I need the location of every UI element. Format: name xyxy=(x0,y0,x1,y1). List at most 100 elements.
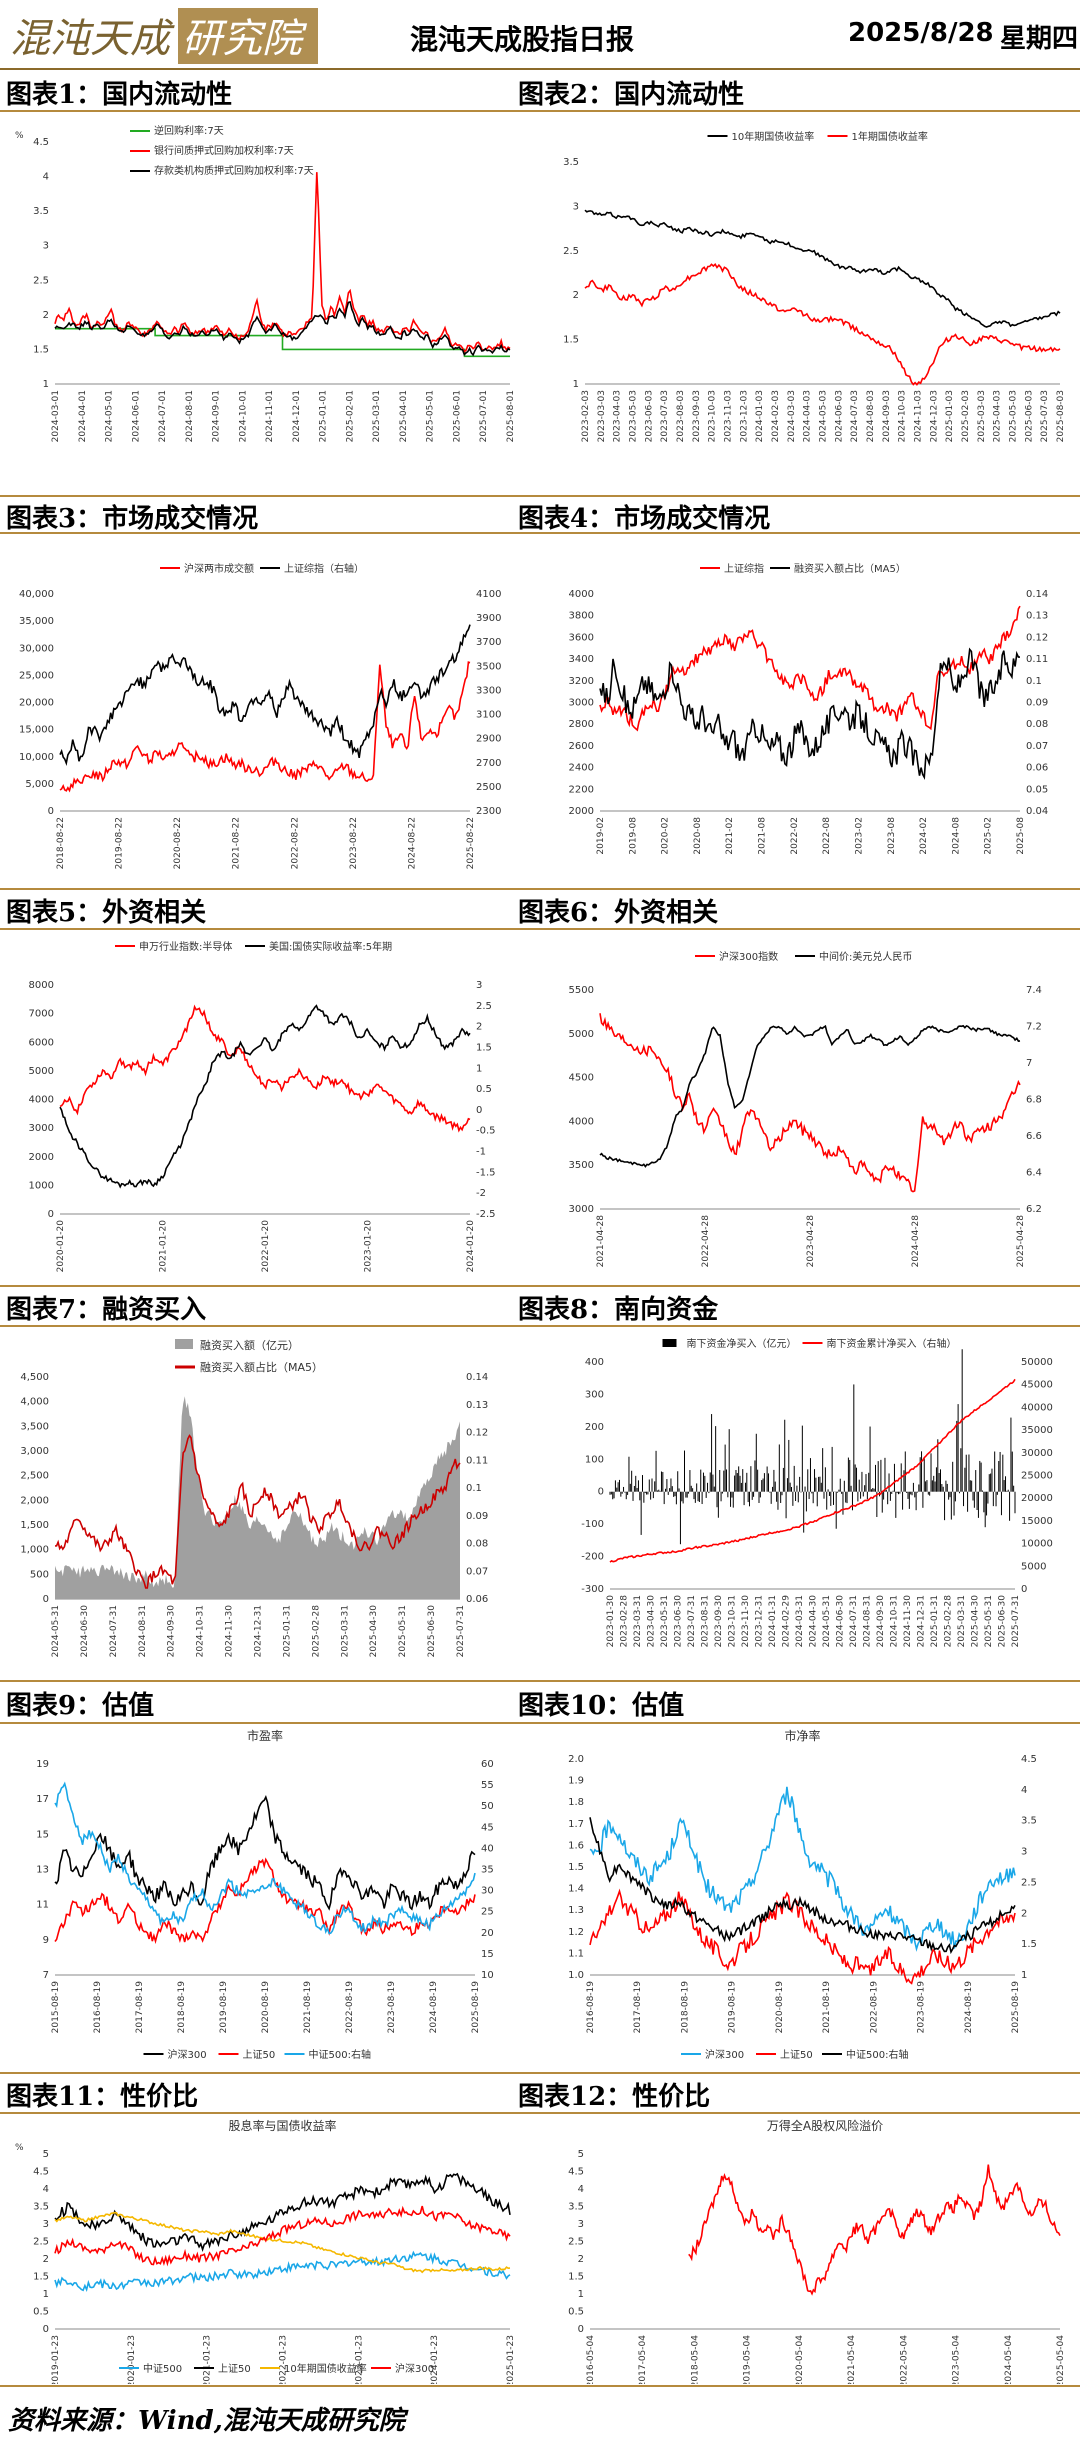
y-tick-label: 2 xyxy=(43,310,49,321)
x-tick-label: 2024-05-03 xyxy=(819,390,829,442)
x-tick-label: 2024-09-30 xyxy=(167,1605,177,1658)
x-tick-label: 2024-08-01 xyxy=(185,390,195,442)
y2-tick-label: 0.07 xyxy=(466,1566,488,1577)
y-tick-label: 4000 xyxy=(569,1116,594,1127)
x-tick-label: 2024-10-31 xyxy=(196,1605,206,1657)
y2-tick-label: 7.2 xyxy=(1026,1022,1042,1033)
legend-swatch xyxy=(175,1339,193,1349)
y-tick-label: 5000 xyxy=(569,1029,594,1040)
legend-label: 美国:国债实际收益率:5年期 xyxy=(269,940,392,953)
legend: 10年期国债收益率 1年期国债收益率 xyxy=(707,130,928,143)
x-tick-label: 2025-04-03 xyxy=(993,390,1003,442)
x-tick-label: 2023-12-31 xyxy=(755,1595,765,1647)
x-tick-label: 2025-07-03 xyxy=(1040,390,1050,442)
y-tick-label: 2.0 xyxy=(568,1754,584,1765)
y2-tick-label: 55 xyxy=(481,1780,494,1791)
x-tick-label: 2019-01-23 xyxy=(51,2335,61,2384)
y-tick-label: 8000 xyxy=(29,980,54,991)
y2-tick-label: 30 xyxy=(481,1886,494,1897)
panel-title-8: 图表8：南向资金 xyxy=(518,1295,719,1325)
company-logo: 混沌天成 研究院 xyxy=(8,8,318,64)
legend: 沪深300指数 中间价:美元兑人民币 xyxy=(695,950,912,963)
x-tick-label: 2022-08-19 xyxy=(869,1981,879,2034)
x-tick-label: 2023-08-19 xyxy=(387,1981,397,2034)
y2-tick-label: 0.09 xyxy=(1026,698,1048,709)
y2-tick-label: 0.14 xyxy=(466,1372,488,1383)
x-tick-label: 2020-01-20 xyxy=(56,1220,66,1273)
chart-liquidity-repo-rates: % 1 1.5 2 2.5 3 3.5 4 4.5 2024-03-01 2024-04-01 202… xyxy=(0,112,530,494)
y-tick-label: 2,000 xyxy=(20,1495,49,1506)
x-tick-label: 2025-06-30 xyxy=(998,1595,1008,1648)
y2-tick-label: 40000 xyxy=(1021,1402,1053,1413)
y-tick-label: 1,500 xyxy=(20,1520,49,1531)
legend: 沪深两市成交额 上证综指（右轴） xyxy=(160,562,364,575)
y2-tick-label: 2.5 xyxy=(476,1001,492,1012)
y-tick-label: 2.5 xyxy=(568,2237,584,2248)
series-line xyxy=(54,2205,511,2267)
y2-tick-label: 25000 xyxy=(1021,1471,1053,1482)
x-tick-label: 2023-09-03 xyxy=(692,390,702,442)
x-tick-label: 2021-01-23 xyxy=(203,2335,213,2384)
y2-tick-label: 3900 xyxy=(476,613,501,624)
row-rule xyxy=(0,2112,1080,2114)
x-tick-label: 2025-05-04 xyxy=(1056,2335,1066,2384)
x-tick-label: 2024-10-03 xyxy=(898,390,908,442)
chart-turnover-index: 0 5,000 10,000 15,000 20,000 25,000 30,000 35,0… xyxy=(0,534,530,886)
legend-label: 中证500:右轴 xyxy=(309,2048,371,2061)
y-tick-label: 5 xyxy=(43,2149,49,2160)
y-tick-label: 3.5 xyxy=(563,157,579,168)
x-tick-label: 2024-08-19 xyxy=(964,1981,974,2034)
y-tick-label: 1.1 xyxy=(568,1948,584,1959)
x-tick-label: 2025-08 xyxy=(1016,817,1026,855)
y2-tick-label: -1 xyxy=(476,1147,486,1158)
panel-title-3: 图表3：市场成交情况 xyxy=(6,504,259,534)
x-tick-label: 2025-07-31 xyxy=(1011,1595,1021,1647)
y2-tick-label: 2500 xyxy=(476,782,501,793)
x-tick-label: 2024-04-03 xyxy=(803,390,813,442)
y-tick-label: 3600 xyxy=(569,632,594,643)
x-tick-label: 2025-02 xyxy=(984,817,994,855)
y-tick-label: -300 xyxy=(581,1584,604,1595)
legend-label: 沪深300 xyxy=(395,2362,434,2375)
chart-title: 市盈率 xyxy=(247,1728,283,1743)
x-tick-label: 2025-08-01 xyxy=(506,390,516,442)
x-tick-label: 2020-08 xyxy=(693,817,703,855)
x-tick-label: 2022-05-04 xyxy=(899,2335,909,2384)
x-tick-label: 2024-10-01 xyxy=(238,390,248,442)
x-tick-label: 2024-09-03 xyxy=(882,390,892,442)
x-tick-label: 2024-04-28 xyxy=(911,1215,921,1268)
x-tick-label: 2016-08-19 xyxy=(93,1981,103,2034)
series-line xyxy=(609,1378,1016,1563)
logo-graphic: 混沌天成 研究院 xyxy=(10,16,308,62)
legend-label: 上证50 xyxy=(218,2363,251,2375)
y2-tick-label: 6.2 xyxy=(1026,1204,1042,1215)
y2-tick-label: 0.12 xyxy=(466,1428,488,1439)
y2-tick-label: 3.5 xyxy=(1021,1816,1037,1827)
y2-tick-label: 1.5 xyxy=(1021,1939,1037,1950)
y2-tick-label: 0.06 xyxy=(1026,763,1048,774)
x-tick-label: 2023-12-03 xyxy=(739,390,749,442)
svg-text:研究院: 研究院 xyxy=(182,16,308,62)
y-tick-label: 4 xyxy=(43,172,49,183)
y2-tick-label: 30000 xyxy=(1021,1448,1053,1459)
x-tick-label: 2025-07-01 xyxy=(479,390,489,442)
y-tick-label: 4.5 xyxy=(33,2167,49,2178)
panel-title-9: 图表9：估值 xyxy=(6,1691,155,1721)
x-tick-label: 2025-03-31 xyxy=(957,1595,967,1647)
chart-svg: 0 5,000 10,000 15,000 20,000 25,000 30,000 35,0… xyxy=(19,562,501,869)
y-tick-label: -200 xyxy=(581,1552,604,1563)
x-tick-label: 2024-01-03 xyxy=(755,390,765,442)
x-tick-label: 2023-08 xyxy=(887,817,897,855)
x-tick-label: 2025-04-01 xyxy=(399,390,409,442)
x-tick-label: 2023-05-03 xyxy=(629,390,639,442)
y-tick-label: 2000 xyxy=(569,806,594,817)
y-tick-label: 400 xyxy=(585,1357,604,1368)
x-tick-label: 2018-05-04 xyxy=(690,2335,700,2384)
legend-label: 融资买入额占比（MA5） xyxy=(200,1360,323,1374)
x-tick-label: 2024-08-03 xyxy=(866,390,876,442)
y2-tick-label: 0 xyxy=(476,1105,482,1116)
x-tick-label: 2020-02 xyxy=(661,817,671,855)
x-tick-label: 2024-09-01 xyxy=(212,390,222,442)
legend-label: 上证综指 xyxy=(724,562,764,575)
legend-label: 南下资金累计净买入（右轴） xyxy=(827,1337,957,1350)
